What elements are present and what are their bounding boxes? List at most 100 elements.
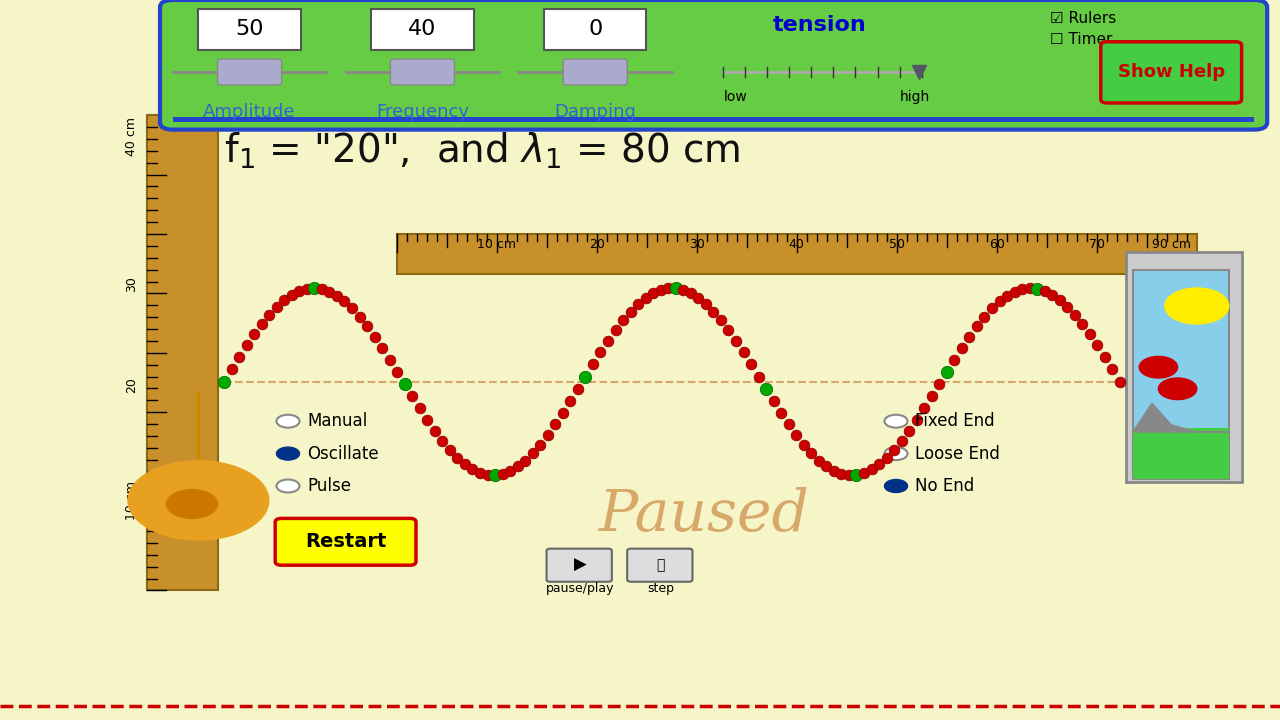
Point [710,315,731,326]
Point [326,290,347,302]
Point [1034,285,1055,297]
FancyBboxPatch shape [160,0,1267,130]
FancyBboxPatch shape [218,59,282,85]
Point [477,469,498,480]
Point [274,294,294,306]
Point [914,402,934,414]
Point [959,330,979,342]
Point [1102,364,1123,375]
Point [462,464,483,475]
Point [311,283,332,294]
Point [689,292,709,304]
Text: ⏩: ⏩ [657,558,664,572]
Text: 20: 20 [125,377,138,393]
Point [561,395,581,407]
Point [945,354,965,365]
Point [365,330,385,342]
Point [922,391,942,402]
Circle shape [276,415,300,428]
Text: 50: 50 [888,238,905,251]
Point [605,325,626,336]
FancyBboxPatch shape [1101,42,1242,103]
Text: step: step [646,582,675,595]
Point [379,354,399,365]
Point [305,282,325,294]
Point [372,342,393,354]
Text: 40: 40 [408,19,436,39]
Text: 10 cm: 10 cm [125,481,138,520]
Point [1019,282,1039,294]
Point [410,402,430,414]
Text: low: low [724,90,748,104]
Text: Loose End: Loose End [915,444,1000,463]
Circle shape [1165,288,1229,324]
Text: high: high [900,90,931,104]
Point [1012,283,1033,294]
Point [582,359,603,370]
Circle shape [884,447,908,460]
Point [402,391,422,402]
Point [854,467,874,479]
Bar [147,115,218,590]
Point [433,435,453,446]
Point [289,285,310,297]
Point [621,306,641,318]
Bar [1133,270,1229,479]
FancyBboxPatch shape [390,59,454,85]
Point [1087,340,1107,351]
Point [244,329,265,341]
Point [891,435,911,446]
Point [598,336,618,347]
Point [666,282,686,294]
Text: Amplitude: Amplitude [204,103,296,121]
Point [884,444,905,456]
Bar [1133,428,1229,479]
Point [1057,301,1078,312]
Point [342,302,362,314]
Point [869,459,890,470]
Point [500,465,521,477]
Point [553,408,573,419]
Point [801,447,822,459]
Point [237,340,257,351]
FancyBboxPatch shape [627,549,692,582]
Point [522,447,543,459]
Point [259,309,279,320]
Text: 30: 30 [125,276,138,292]
FancyBboxPatch shape [371,9,474,50]
Text: 20: 20 [589,238,604,251]
Point [1094,351,1115,363]
Point [425,425,445,436]
Point [966,320,987,332]
Point [590,347,611,359]
Text: 40: 40 [788,238,805,251]
Point [1110,376,1130,387]
Point [989,296,1010,307]
Point [838,469,859,481]
Point [658,282,678,294]
Point [786,429,806,441]
Point [470,467,490,479]
Circle shape [884,480,908,492]
Point [1027,283,1047,294]
Point [613,315,634,326]
Point [485,469,506,481]
Point [635,292,655,304]
Point [929,378,950,390]
Point [756,383,777,395]
Point [387,366,407,377]
Text: Manual: Manual [307,412,367,431]
Text: f$_1$ = "20",  and $\lambda$$_1$ = 80 cm: f$_1$ = "20", and $\lambda$$_1$ = 80 cm [224,131,740,171]
Point [778,418,799,430]
Point [628,298,649,310]
Point [357,320,378,332]
Circle shape [884,415,908,428]
Point [695,298,716,310]
FancyBboxPatch shape [275,518,416,565]
Point [447,452,467,464]
Bar [173,117,1254,122]
Point [266,301,287,312]
Polygon shape [1133,403,1229,432]
Point [454,459,475,470]
Point [282,289,302,300]
